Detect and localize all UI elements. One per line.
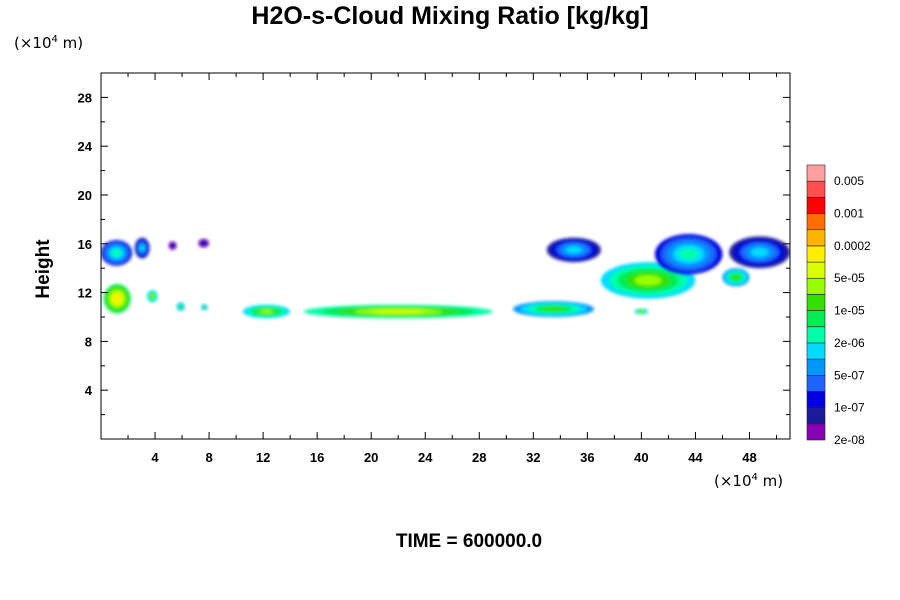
colorbar-label: 1e-07 [834, 401, 865, 415]
cloud-contour [179, 305, 182, 308]
cloud-region [101, 240, 133, 266]
colorbar-swatch [806, 245, 826, 263]
plot-frame [100, 72, 791, 440]
colorbar-swatch [806, 261, 826, 279]
cloud-region [168, 241, 177, 250]
x-tick-label: 28 [472, 450, 486, 465]
x-tick-label: 8 [205, 450, 212, 465]
cloud-region [200, 304, 208, 311]
cloud-region [303, 304, 493, 319]
colorbar-swatch [806, 277, 826, 295]
y-tick-label: 12 [78, 286, 92, 301]
colorbar-label: 5e-05 [834, 271, 865, 285]
colorbar-swatch [806, 423, 826, 441]
cloud-region [654, 234, 723, 275]
colorbar-swatch [806, 374, 826, 392]
colorbar-swatch [806, 197, 826, 214]
cloud-contour [371, 309, 426, 314]
cloud-contour [732, 274, 740, 280]
colorbar-swatch [806, 213, 826, 231]
cloud-region [146, 290, 158, 303]
cloud-contour [201, 241, 207, 246]
colorbar-swatch [806, 229, 826, 247]
colorbar-label: 2e-08 [834, 433, 865, 447]
cloud-contour [541, 306, 566, 312]
colorbar-label: 0.0002 [834, 239, 871, 253]
cloud-contour [113, 294, 122, 303]
colorbar-swatch [806, 310, 826, 328]
x-tick-label: 36 [580, 450, 594, 465]
colorbar-label: 0.001 [834, 207, 864, 221]
cloud-region [513, 301, 595, 317]
colorbar-label: 0.005 [834, 174, 864, 188]
x-tick-label: 44 [688, 450, 703, 465]
x-tick-label: 48 [742, 450, 756, 465]
time-label: TIME = 600000.0 [395, 531, 543, 552]
colorbar-swatch [806, 294, 826, 311]
x-tick-label: 40 [634, 450, 648, 465]
cloud-contour [150, 294, 154, 299]
colorbar-swatch [806, 407, 826, 425]
cloud-region [546, 237, 601, 263]
cloud-contour [259, 309, 274, 314]
colorbar-swatch [806, 391, 826, 408]
x-tick-label: 24 [418, 450, 433, 465]
cloud-region [176, 302, 185, 311]
cloud-contour [112, 249, 121, 257]
cloud-contour [170, 243, 175, 248]
chart-title: H2O-s-Cloud Mixing Ratio [kg/kg] [251, 2, 649, 30]
x-tick-label: 12 [256, 450, 270, 465]
cloud-contour [639, 310, 644, 313]
cloud-region [134, 237, 150, 259]
cloud-contour [140, 245, 145, 252]
cloud-region [722, 268, 750, 287]
x-tick-label: 4 [151, 450, 159, 465]
cloud-contour [750, 247, 769, 257]
colorbar-label: 2e-06 [834, 336, 865, 350]
cloud-layer [101, 234, 790, 319]
x-tick-label: 20 [364, 450, 378, 465]
colorbar-label: 5e-07 [834, 368, 865, 382]
cloud-contour [203, 306, 206, 309]
y-tick-label: 28 [78, 90, 92, 105]
cloud-region [729, 236, 790, 269]
cloud-region [103, 284, 131, 314]
y-tick-label: 20 [78, 188, 92, 203]
x-axis-unit: (×104 m) [714, 472, 784, 490]
y-axis-unit: (×104 m) [14, 34, 84, 52]
colorbar-swatch [806, 180, 826, 198]
colorbar-label: 1e-05 [834, 304, 865, 318]
y-tick-label: 16 [78, 237, 92, 252]
colorbar-swatch [806, 164, 826, 182]
y-tick-label: 24 [78, 139, 93, 154]
cloud-contour [634, 275, 662, 286]
x-tick-label: 16 [310, 450, 324, 465]
cloud-region [634, 308, 649, 315]
colorbar-swatch [806, 358, 826, 376]
y-tick-label: 8 [85, 334, 92, 349]
cloud-region [198, 238, 210, 248]
colorbar: 0.005 0.001 0.0002 5e-05 1e-05 2e-06 5e-07 1e-0… [806, 164, 871, 447]
x-tick-label: 32 [526, 450, 540, 465]
colorbar-swatch [806, 326, 826, 344]
colorbar-swatch [806, 342, 826, 360]
y-tick-label: 4 [85, 383, 93, 398]
cloud-contour [679, 248, 699, 260]
cloud-contour [566, 246, 582, 254]
cloud-region [242, 304, 291, 319]
